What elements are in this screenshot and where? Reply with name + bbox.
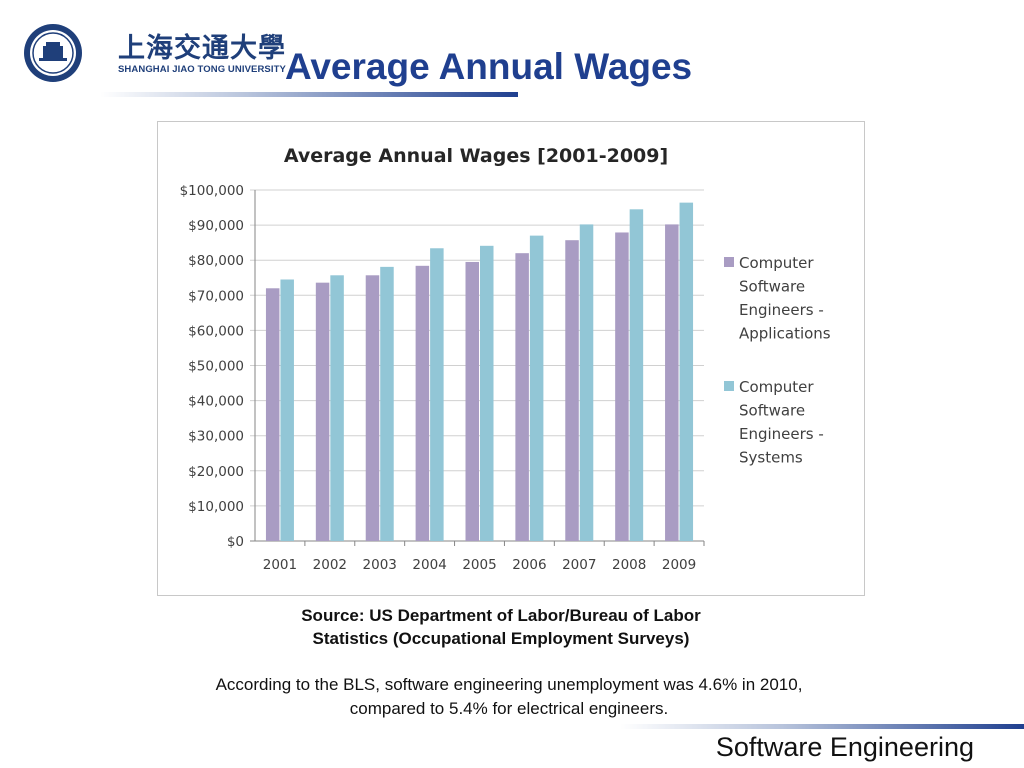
legend-label: Computer [739,378,814,396]
university-logo: 上海交通大學 SHANGHAI JIAO TONG UNIVERSITY [22,22,286,84]
legend-label: Engineers - [739,425,824,443]
unemployment-note: According to the BLS, software engineeri… [150,673,868,721]
legend-label: Software [739,278,805,296]
legend-label: Engineers - [739,301,824,319]
legend-label: Computer [739,254,814,272]
bar [629,209,644,541]
chart-title: Average Annual Wages [2001-2009] [284,145,668,167]
bar [679,202,694,542]
source-line-2: Statistics (Occupational Employment Surv… [312,629,690,648]
slide-title: Average Annual Wages [285,46,693,87]
bar [515,253,529,541]
footer-course-name: Software Engineering [715,732,974,762]
y-tick-label: $100,000 [180,183,244,199]
x-tick-label: 2009 [662,557,696,573]
y-tick-label: $20,000 [188,464,244,480]
y-tick-label: $50,000 [188,359,244,375]
y-tick-label: $70,000 [188,288,244,304]
source-line-1: Source: US Department of Labor/Bureau of… [301,606,701,625]
legend-label: Systems [739,449,803,467]
y-tick-label: $30,000 [188,429,244,445]
university-seal-icon [24,24,82,82]
legend-swatch [724,257,734,267]
logo-english-name: SHANGHAI JIAO TONG UNIVERSITY [118,64,286,75]
y-tick-label: $80,000 [188,253,244,269]
bar [465,261,479,541]
bar [365,275,380,541]
bar [565,240,579,541]
bar-chart: Average Annual Wages [2001-2009] $0 $10,00… [180,145,831,573]
note-line-1: According to the BLS, software engineeri… [215,675,803,694]
legend-label: Applications [739,325,831,343]
footer-rule [620,724,1024,729]
source-caption: Source: US Department of Labor/Bureau of… [240,604,762,650]
legend-swatch [724,381,734,391]
bar [265,288,280,541]
x-tick-label: 2002 [313,557,347,573]
y-tick-label: $10,000 [188,499,244,515]
bar [665,224,679,541]
bar [415,265,430,541]
bar [430,248,444,541]
y-tick-label: $40,000 [188,394,244,410]
bar [380,266,394,541]
y-tick-label: $60,000 [188,323,244,339]
note-line-2: compared to 5.4% for electrical engineer… [349,699,669,718]
x-tick-label: 2005 [462,557,496,573]
x-tick-label: 2007 [562,557,596,573]
title-underline [100,92,518,97]
bar [615,232,629,541]
legend-label: Software [739,402,805,420]
x-tick-label: 2003 [363,557,397,573]
logo-chinese-name: 上海交通大學 [118,33,286,64]
y-tick-label: $0 [227,534,244,550]
x-tick-label: 2001 [263,557,297,573]
bar [529,235,544,541]
bar [280,279,294,541]
bar [579,224,594,541]
bar [330,275,344,541]
x-tick-label: 2004 [412,557,446,573]
chart-frame: Average Annual Wages [2001-2009] $0 $10,00… [157,121,865,596]
x-tick-label: 2006 [512,557,546,573]
bar [315,282,330,541]
bar [480,245,494,541]
x-tick-label: 2008 [612,557,646,573]
y-tick-label: $90,000 [188,218,244,234]
